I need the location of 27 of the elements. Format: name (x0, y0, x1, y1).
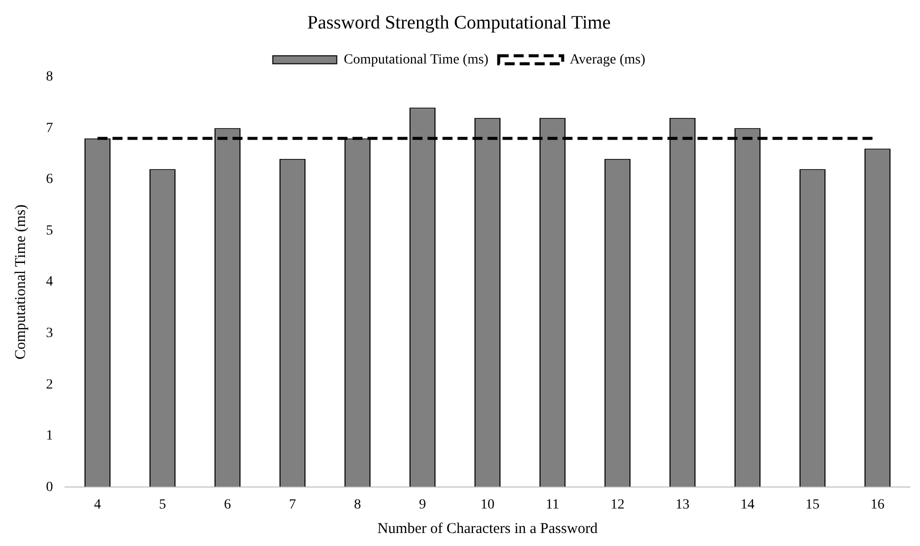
legend-label: Average (ms) (570, 52, 646, 68)
x-tick-label: 10 (480, 497, 494, 512)
y-axis-title: Computational Time (ms) (12, 204, 29, 360)
chart-title: Password Strength Computational Time (307, 12, 611, 34)
y-tick-label: 5 (46, 223, 53, 238)
x-axis-title: Number of Characters in a Password (377, 520, 598, 537)
x-tick-label: 16 (870, 497, 884, 512)
legend-label: Computational Time (ms) (344, 52, 489, 68)
y-tick-label: 3 (46, 326, 53, 341)
y-tick-label: 0 (46, 480, 53, 495)
x-tick-label: 15 (806, 497, 820, 512)
x-tick-label: 14 (740, 497, 754, 512)
x-tick-label: 9 (419, 497, 426, 512)
y-tick-label: 4 (46, 274, 53, 290)
y-tick-label: 7 (46, 120, 53, 136)
y-tick-label: 8 (46, 69, 53, 84)
x-tick-label: 6 (224, 497, 231, 512)
y-tick-label: 6 (46, 172, 53, 188)
x-tick-label: 4 (94, 497, 101, 512)
x-tick-label: 5 (159, 497, 166, 512)
x-tick-label: 12 (610, 497, 624, 512)
x-tick-label: 13 (676, 497, 690, 512)
x-tick-label: 8 (354, 497, 361, 512)
y-tick-label: 1 (46, 428, 53, 444)
x-tick-label: 11 (546, 497, 560, 512)
y-tick-label: 2 (46, 377, 53, 392)
x-tick-label: 7 (289, 497, 296, 512)
